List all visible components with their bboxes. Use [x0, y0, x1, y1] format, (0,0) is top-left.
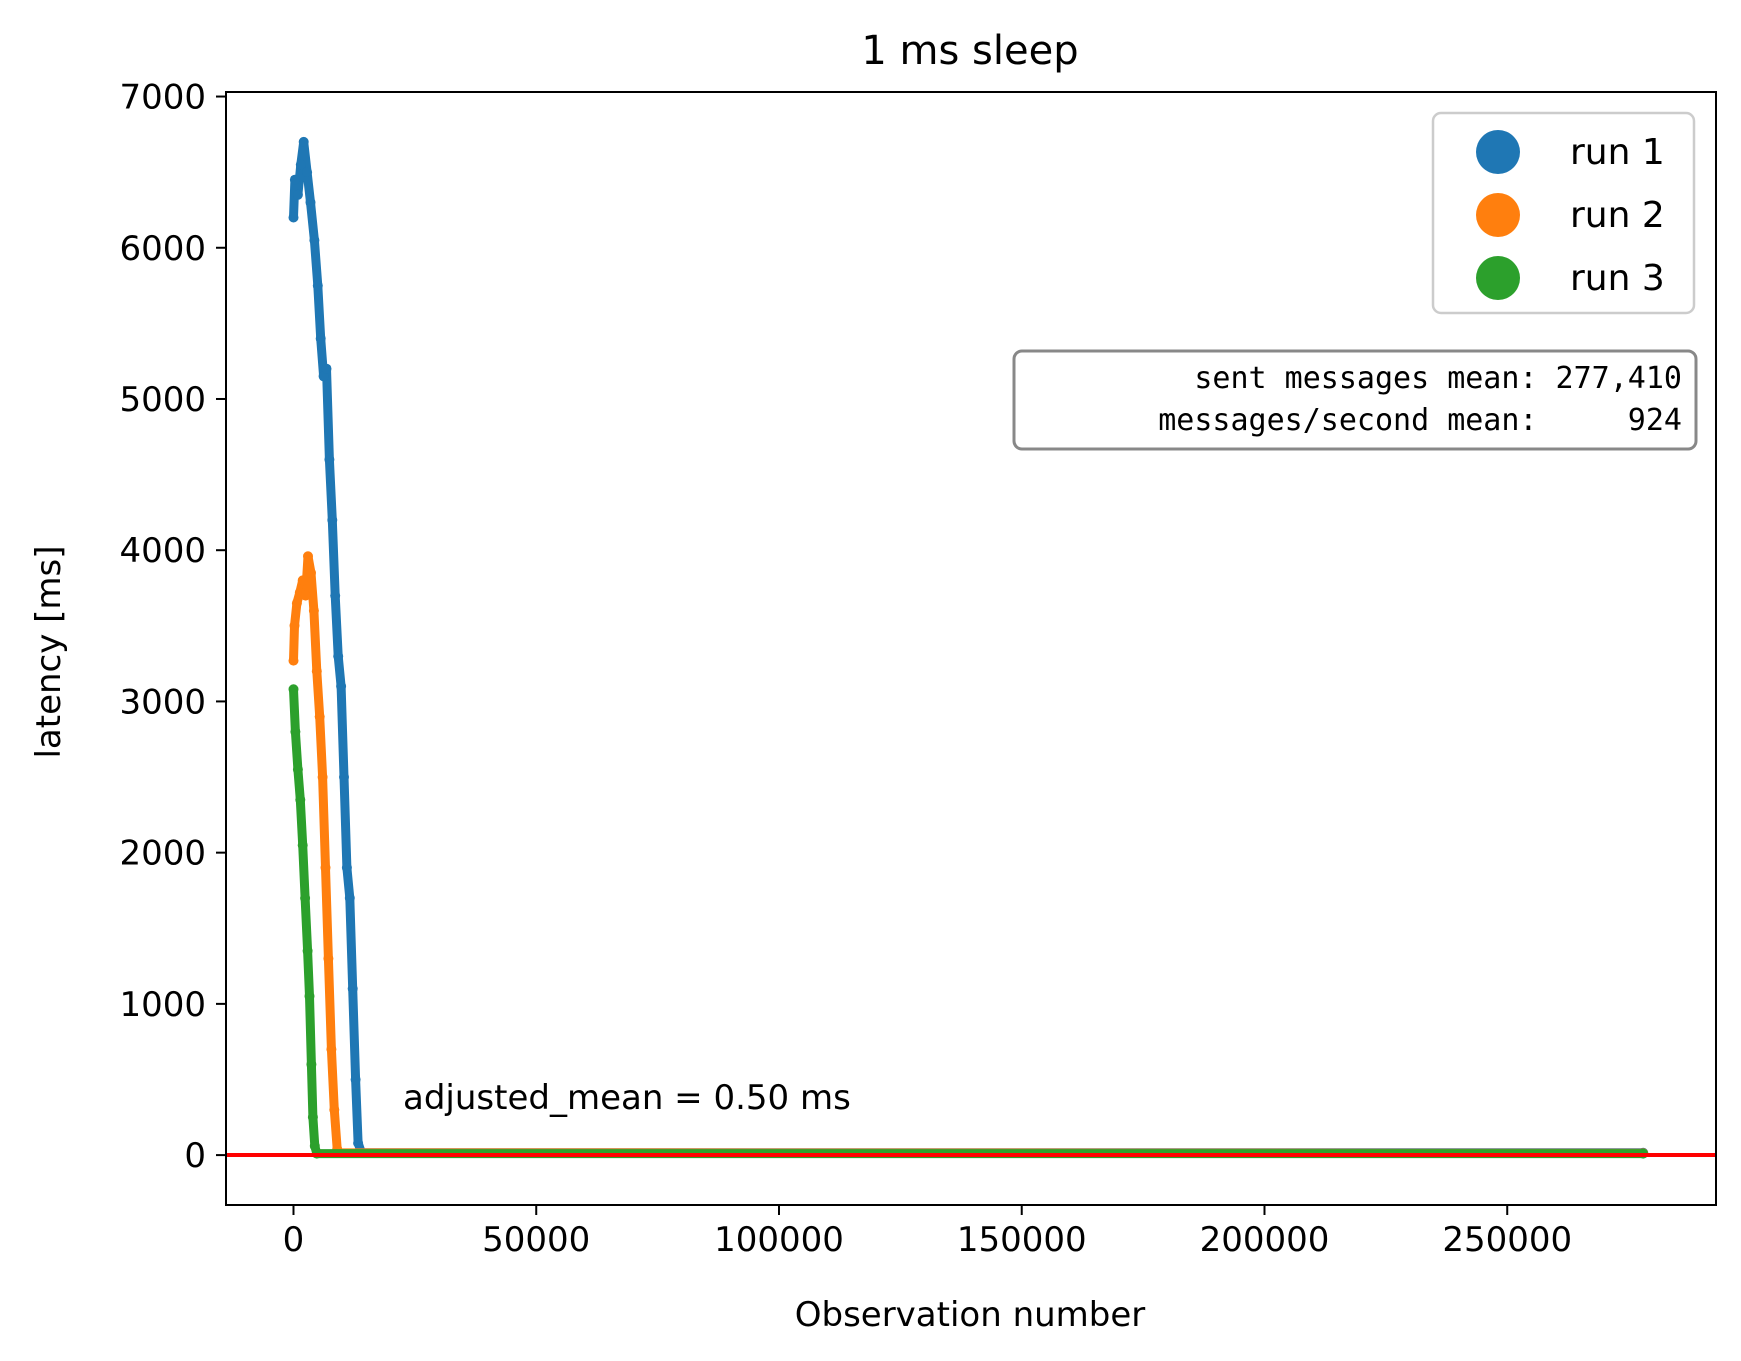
- data-point: [307, 1112, 318, 1123]
- y-tick-label: 0: [184, 1136, 206, 1176]
- data-point: [330, 590, 341, 601]
- legend-entry-3: run 3: [1476, 256, 1665, 300]
- legend-label: run 1: [1570, 132, 1665, 173]
- data-point: [308, 605, 319, 616]
- data-point: [298, 136, 309, 147]
- y-tick-label: 3000: [119, 682, 206, 722]
- data-point: [302, 167, 313, 178]
- stats-line-sent-messages: sent messages mean: 277,410: [1158, 361, 1682, 396]
- data-point: [297, 575, 308, 586]
- data-point: [303, 551, 313, 562]
- stats-line-messages-per-second: messages/second mean: 924: [1158, 403, 1682, 438]
- data-point: [297, 840, 308, 851]
- legend-marker: [1476, 256, 1520, 300]
- x-tick-label: 250000: [1442, 1220, 1572, 1260]
- data-point: [291, 598, 302, 609]
- y-tick-label: 6000: [119, 229, 206, 269]
- y-tick-label: 4000: [119, 531, 206, 571]
- data-point: [312, 280, 323, 291]
- series-1: [288, 136, 1649, 1158]
- y-tick-label: 7000: [119, 78, 206, 118]
- x-tick-label: 100000: [714, 1220, 844, 1260]
- legend-marker: [1476, 193, 1520, 237]
- legend-label: run 3: [1570, 258, 1665, 299]
- y-tick-label: 5000: [119, 380, 206, 420]
- data-point: [305, 197, 316, 208]
- data-point: [323, 953, 334, 964]
- x-axis: 0 50000 100000 150000 200000 250000: [283, 1205, 1572, 1260]
- data-point: [341, 862, 352, 873]
- data-point: [344, 893, 355, 903]
- x-tick-label: 0: [283, 1220, 305, 1260]
- legend: run 1 run 2 run 3: [1431, 111, 1696, 315]
- data-point: [324, 454, 335, 465]
- data-point: [309, 1141, 320, 1151]
- legend-entry-1: run 1: [1476, 130, 1665, 174]
- y-axis: 0 1000 2000 3000 4000 5000 6000 7000: [119, 78, 226, 1176]
- data-point: [336, 681, 347, 692]
- data-point: [318, 371, 329, 382]
- y-tick-label: 2000: [119, 834, 206, 874]
- legend-label: run 2: [1570, 195, 1665, 236]
- data-point: [350, 1074, 361, 1085]
- data-point: [292, 189, 303, 200]
- data-point: [309, 235, 320, 246]
- adjusted-mean-annotation: adjusted_mean = 0.50 ms: [403, 1078, 851, 1118]
- data-point: [304, 991, 315, 1002]
- data-point: [329, 1104, 340, 1115]
- data-point: [333, 651, 344, 662]
- data-point: [353, 1138, 364, 1148]
- data-point: [311, 666, 322, 677]
- data-point: [321, 363, 332, 374]
- stats-box-frame: [1012, 349, 1698, 451]
- x-tick-label: 50000: [482, 1220, 590, 1260]
- legend-marker: [1476, 130, 1520, 174]
- data-point: [314, 711, 325, 722]
- series-layer: [288, 136, 1649, 1159]
- data-point: [306, 567, 316, 578]
- y-tick-label: 1000: [119, 985, 206, 1025]
- data-point: [300, 590, 311, 601]
- data-point: [289, 620, 300, 631]
- data-point: [327, 515, 338, 525]
- legend-entry-2: run 2: [1476, 193, 1665, 237]
- data-point: [306, 1059, 317, 1070]
- data-point: [288, 684, 299, 695]
- chart-title: 1 ms sleep: [861, 28, 1078, 74]
- data-point: [288, 655, 299, 666]
- data-point: [295, 159, 306, 170]
- x-axis-label: Observation number: [795, 1295, 1146, 1335]
- data-point: [289, 174, 300, 185]
- data-point: [339, 772, 349, 782]
- data-point: [288, 212, 299, 223]
- data-point: [290, 726, 301, 737]
- data-point: [317, 772, 328, 782]
- plot-frame: [225, 91, 1717, 1206]
- data-point: [320, 862, 331, 873]
- data-point: [326, 1044, 337, 1055]
- data-point: [300, 893, 311, 903]
- data-point: [295, 794, 306, 805]
- data-point: [315, 333, 326, 344]
- data-point: [302, 945, 313, 956]
- data-point: [347, 983, 358, 994]
- y-axis-label: latency [ms]: [29, 545, 69, 758]
- stats-box: sent messages mean: 277,410 messages/sec…: [1012, 349, 1698, 451]
- data-point: [292, 764, 303, 775]
- x-tick-label: 150000: [957, 1220, 1087, 1260]
- x-tick-label: 200000: [1200, 1220, 1330, 1260]
